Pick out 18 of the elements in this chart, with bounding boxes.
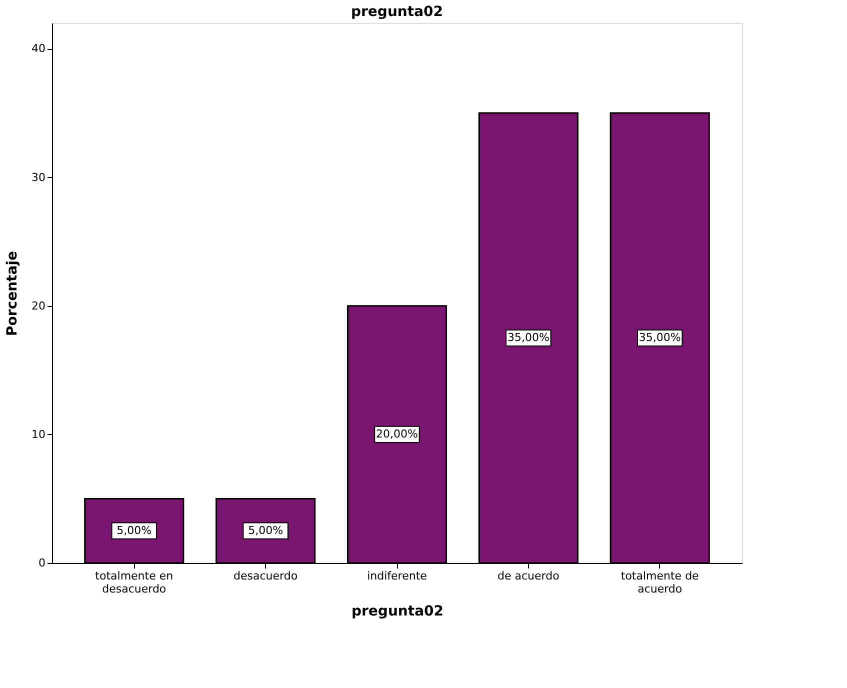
data-label: 5,00% — [116, 524, 152, 537]
x-tick-label: desacuerdo — [234, 570, 298, 582]
x-tick-label: totalmente en desacuerdo — [95, 570, 174, 596]
x-tick-label: totalmente de acuerdo — [620, 570, 700, 596]
chart-title: pregunta02 — [351, 4, 443, 20]
x-tick-label: de acuerdo — [498, 570, 560, 582]
x-tick-label: indiferente — [367, 570, 428, 582]
data-label: 5,00% — [248, 524, 284, 537]
y-tick-label: 30 — [32, 170, 46, 184]
data-label: 35,00% — [638, 331, 681, 344]
y-tick-label: 0 — [38, 556, 46, 570]
y-axis-title: Porcentaje — [4, 251, 21, 336]
data-label: 20,00% — [376, 427, 418, 440]
x-axis-title: pregunta02 — [352, 604, 444, 620]
y-tick-label: 40 — [32, 42, 46, 56]
y-tick-label: 20 — [32, 299, 46, 312]
y-tick-label: 10 — [32, 428, 46, 441]
data-label: 35,00% — [507, 331, 550, 344]
